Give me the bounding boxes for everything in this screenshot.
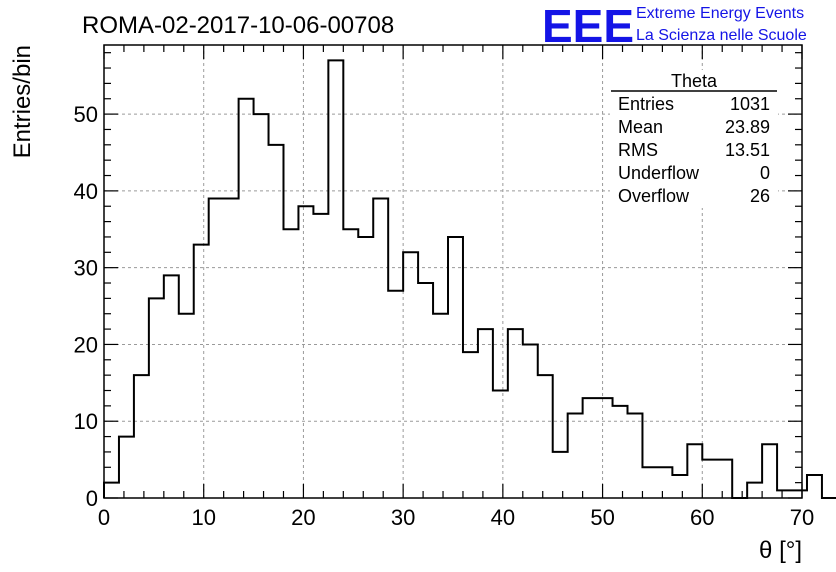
stats-row-value: 23.89 xyxy=(725,117,770,137)
logo-line-2: La Scienza nelle Scuole xyxy=(636,27,807,44)
x-tick-label: 60 xyxy=(690,505,714,530)
stats-row-value: 26 xyxy=(750,186,770,206)
y-tick-label: 20 xyxy=(74,332,98,357)
x-axis-label: θ [°] xyxy=(759,537,802,564)
y-tick-label: 30 xyxy=(74,256,98,281)
stats-row-value: 1031 xyxy=(730,94,770,114)
eee-logo: EEE xyxy=(542,0,634,52)
x-tick-label: 40 xyxy=(491,505,515,530)
y-tick-label: 0 xyxy=(86,486,98,511)
y-axis-label: Entries/bin xyxy=(9,45,36,158)
x-tick-label: 0 xyxy=(98,505,110,530)
stats-row-label: Underflow xyxy=(618,163,700,183)
grid xyxy=(104,45,802,498)
y-tick-label: 50 xyxy=(74,102,98,127)
stats-box-title: Theta xyxy=(671,71,718,91)
axes: 0 10 20 30 40 50 60 70 0 10 20 30 40 50 xyxy=(74,45,814,530)
stats-row-label: RMS xyxy=(618,140,658,160)
stats-box: Theta Entries 1031 Mean 23.89 RMS 13.51 Underf… xyxy=(610,70,778,208)
plot-frame xyxy=(103,44,803,499)
x-tick-label: 20 xyxy=(291,505,315,530)
stats-row-value: 0 xyxy=(760,163,770,183)
stats-row-label: Entries xyxy=(618,94,674,114)
logo-line-1: Extreme Energy Events xyxy=(636,5,804,22)
stats-row-label: Mean xyxy=(618,117,663,137)
stats-box-bg xyxy=(610,70,778,208)
histogram-bars xyxy=(103,59,836,499)
x-tick-label: 10 xyxy=(191,505,215,530)
y-tick-label: 10 xyxy=(74,409,98,434)
stats-row-value: 13.51 xyxy=(725,140,770,160)
histogram-outline xyxy=(103,59,836,499)
x-tick-label: 70 xyxy=(790,505,814,530)
x-tick-label: 30 xyxy=(391,505,415,530)
y-tick-label: 40 xyxy=(74,179,98,204)
x-tick-label: 50 xyxy=(590,505,614,530)
stats-row-label: Overflow xyxy=(618,186,690,206)
chart-title: ROMA-02-2017-10-06-00708 xyxy=(82,12,394,39)
